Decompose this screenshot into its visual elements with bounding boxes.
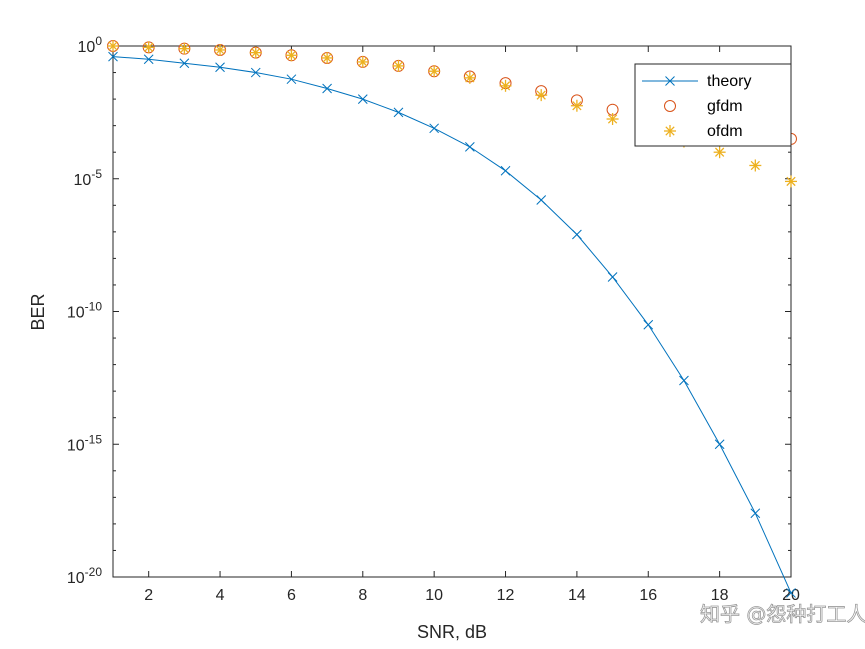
data-point-theory [750,508,761,519]
data-point-theory [679,375,689,386]
legend-label-theory: theory [707,73,751,90]
data-point-theory [322,83,332,94]
y-tick-label: 10-10 [67,300,102,322]
x-tick-label: 6 [287,587,296,604]
data-point-theory [607,272,618,282]
data-point-ofdm [570,99,583,112]
x-tick-label: 18 [711,587,729,604]
data-point-ofdm [749,159,762,172]
data-point-theory [286,74,297,85]
series-theory [108,51,796,598]
y-axis-label: BER [28,293,48,330]
y-tick-label: 10-20 [67,565,102,587]
data-point-theory [643,319,654,330]
data-point-theory [572,229,582,240]
data-point-ofdm [463,71,476,84]
data-point-theory [250,67,261,78]
y-tick-label: 10-15 [67,432,102,454]
x-axis-ticks: 2 4 6 8 10 12 14 16 18 20 [144,46,800,604]
x-tick-label: 16 [639,587,657,604]
data-point-ofdm [499,79,512,92]
legend-marker-ofdm [664,125,676,137]
legend-marker-gfdm [664,100,676,112]
x-tick-label: 8 [358,587,367,604]
data-point-ofdm [142,41,155,54]
data-point-theory [108,51,118,62]
x-tick-label: 12 [497,587,515,604]
legend-box [634,63,792,147]
data-point-ofdm [428,65,441,78]
legend-marker-theory [665,76,675,86]
data-point-theory [393,107,404,118]
data-point-theory [500,165,511,176]
data-point-ofdm [178,42,191,55]
y-tick-label: 10-5 [74,167,103,189]
data-point-ofdm [285,49,298,62]
data-point-theory [179,58,190,69]
data-point-theory [143,54,154,65]
data-point-theory [464,142,475,152]
data-point-ofdm [713,146,726,159]
data-point-theory [536,195,547,205]
x-tick-label: 4 [216,587,225,604]
data-point-theory [429,123,440,134]
y-tick-label: 100 [78,34,103,56]
x-tick-label: 20 [782,587,800,604]
watermark-text: 知乎 @怨种打工人 [700,602,865,626]
data-point-ofdm [535,89,548,102]
x-tick-label: 2 [144,587,153,604]
data-point-theory [714,439,725,450]
data-point-ofdm [321,51,334,64]
legend-label-ofdm: ofdm [707,123,743,140]
legend-label-gfdm: gfdm [707,98,743,115]
data-point-ofdm [107,40,119,52]
legend: theory gfdm ofdm [634,63,792,147]
data-point-ofdm [356,55,369,68]
series-line-theory [112,56,792,594]
x-tick-label: 14 [568,587,586,604]
y-axis-ticks: 100 10-5 10-10 10-15 10-20 [67,34,791,587]
data-point-theory [215,62,225,73]
data-point-theory [357,94,368,104]
data-point-theory [786,588,796,598]
data-point-ofdm [785,175,797,188]
data-point-ofdm [392,59,405,72]
data-point-ofdm [249,46,262,59]
x-axis-label: SNR, dB [417,622,487,642]
data-point-ofdm [606,113,619,126]
x-tick-label: 10 [425,587,443,604]
data-point-ofdm [214,43,227,56]
